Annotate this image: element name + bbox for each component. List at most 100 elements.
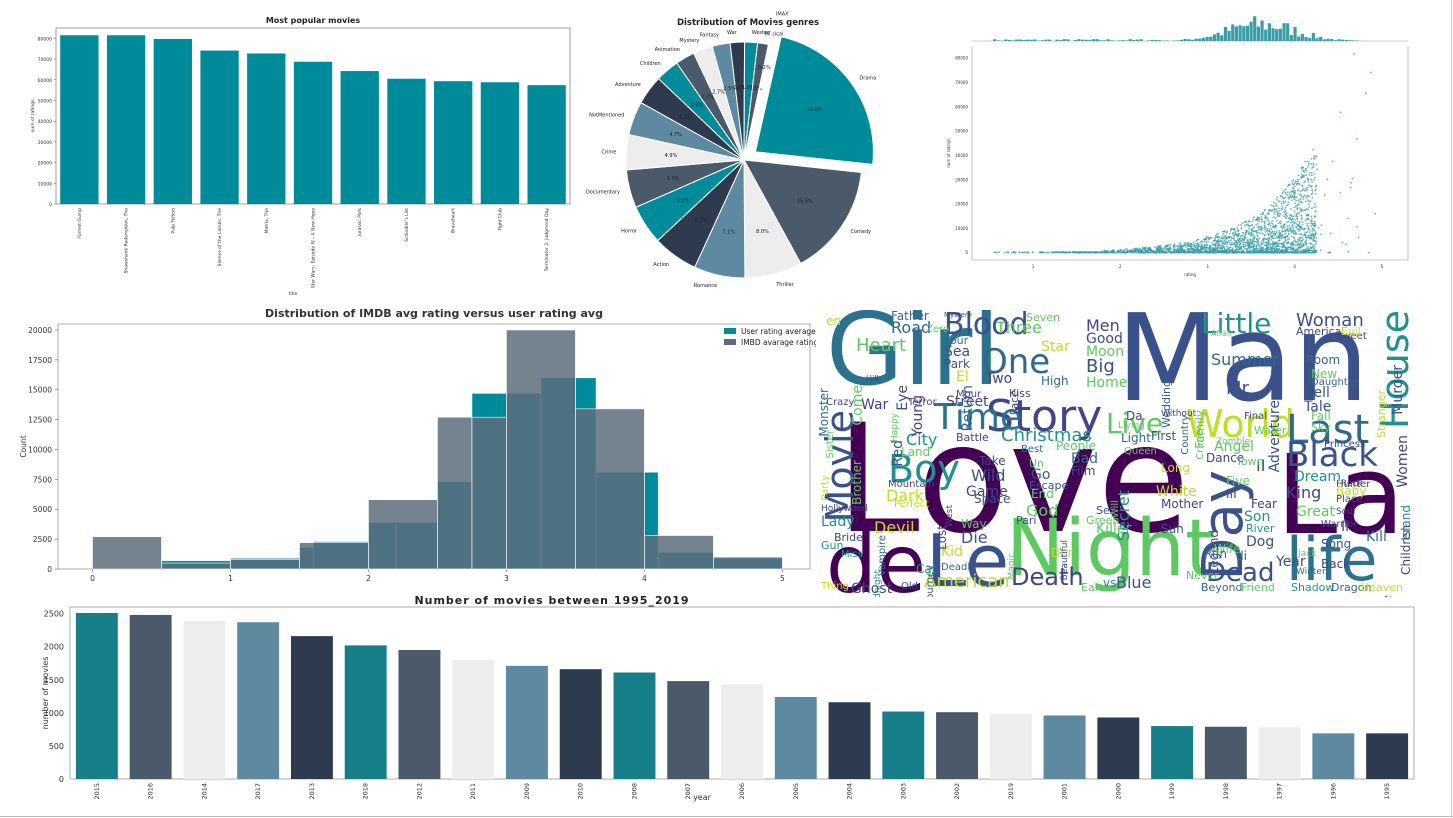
scatter-point bbox=[1300, 190, 1302, 193]
word-road: Road bbox=[891, 318, 932, 337]
scatter-point bbox=[1236, 248, 1239, 251]
x-tick-label: 2008 bbox=[630, 783, 638, 800]
scatter-point bbox=[1181, 247, 1184, 250]
scatter-point bbox=[1286, 229, 1289, 232]
scatter-point bbox=[1222, 235, 1225, 238]
scatter-point bbox=[1285, 241, 1288, 244]
scatter-point bbox=[1281, 230, 1284, 233]
scatter-point bbox=[1156, 249, 1159, 252]
scatter-point bbox=[1303, 227, 1306, 230]
scatter-point bbox=[1269, 209, 1272, 211]
word-heart: Heart bbox=[856, 335, 907, 356]
word-party: Party bbox=[820, 475, 831, 501]
scatter-point bbox=[1232, 228, 1234, 230]
scatter-point bbox=[1295, 240, 1298, 243]
scatter-point bbox=[1099, 251, 1102, 254]
word-final: Final bbox=[1244, 411, 1268, 422]
slice-label: Thriller bbox=[775, 282, 795, 288]
marginal-bar bbox=[1256, 26, 1260, 41]
scatter-point bbox=[1173, 248, 1176, 251]
scatter-point bbox=[1250, 231, 1253, 234]
marginal-bar bbox=[1172, 40, 1176, 41]
scatter-point bbox=[1302, 170, 1305, 172]
slice-label: IMAX bbox=[776, 11, 789, 17]
scatter-point bbox=[1276, 196, 1279, 199]
scatter-point bbox=[1161, 250, 1163, 253]
scatter-point bbox=[1282, 236, 1285, 239]
scatter-point bbox=[1252, 239, 1255, 242]
scatter-point bbox=[1257, 247, 1260, 250]
scatter-point bbox=[1304, 234, 1307, 236]
scatter-point bbox=[1304, 241, 1307, 243]
scatter-point bbox=[1286, 227, 1289, 230]
word-perfect: Perfect bbox=[894, 499, 930, 510]
scatter-point bbox=[1057, 251, 1059, 254]
word-happy: Happy bbox=[890, 413, 900, 443]
marginal-bar bbox=[1249, 21, 1253, 41]
marginal-bar bbox=[1337, 39, 1341, 41]
word-old: Old bbox=[901, 581, 918, 592]
scatter-point bbox=[1301, 236, 1304, 239]
marginal-bar bbox=[1102, 40, 1107, 41]
scatter-point bbox=[1303, 189, 1306, 192]
scatter-point bbox=[1304, 169, 1307, 171]
marginal-bar bbox=[1227, 31, 1231, 41]
scatter-point bbox=[1309, 242, 1312, 245]
scatter-point bbox=[1276, 251, 1278, 254]
scatter-point bbox=[1314, 232, 1317, 234]
year-bar-12 bbox=[721, 684, 763, 779]
word-long: Long bbox=[1161, 461, 1191, 475]
scatter-point bbox=[1238, 241, 1241, 244]
word-dream: Dream bbox=[1294, 469, 1342, 485]
marginal-bar bbox=[1238, 25, 1242, 41]
scatter-point bbox=[1353, 52, 1356, 55]
scatter-point bbox=[1301, 221, 1304, 223]
scatter-point bbox=[1156, 245, 1159, 248]
scatter-point bbox=[1230, 228, 1233, 231]
scatter-point bbox=[1264, 251, 1267, 254]
word-four: Four bbox=[944, 334, 969, 347]
scatter-point bbox=[1256, 222, 1259, 225]
scatter-point bbox=[1203, 238, 1205, 241]
y-tick-label: 40000 bbox=[38, 119, 52, 125]
scatter-point bbox=[1224, 235, 1227, 237]
scatter-point bbox=[1264, 230, 1267, 233]
scatter-point bbox=[1282, 201, 1285, 204]
scatter-point bbox=[1265, 251, 1268, 254]
scatter-point bbox=[1284, 231, 1287, 233]
x-axis-label: year bbox=[693, 793, 712, 802]
scatter-point bbox=[1258, 244, 1261, 247]
scatter-point bbox=[1281, 250, 1283, 252]
scatter-point bbox=[1286, 185, 1289, 188]
scatter-point bbox=[1125, 251, 1128, 253]
scatter-point bbox=[1253, 216, 1255, 219]
y-tick-label: 0 bbox=[47, 565, 52, 574]
scatter-point bbox=[1313, 178, 1315, 181]
word-de: de bbox=[826, 518, 926, 598]
scatter-point bbox=[1306, 224, 1309, 227]
scatter-point bbox=[1242, 241, 1245, 244]
word-zero: Zero bbox=[926, 324, 950, 335]
scatter-point bbox=[1054, 251, 1056, 253]
scatter-point bbox=[1260, 227, 1263, 230]
marginal-bar bbox=[1344, 39, 1348, 41]
marginal-bar bbox=[1044, 39, 1048, 41]
x-tick-label: 1 bbox=[228, 574, 233, 583]
scatter-point bbox=[1301, 217, 1303, 220]
y-tick-label: 50000 bbox=[38, 98, 52, 104]
scatter-point bbox=[1082, 251, 1085, 254]
pct-label: 1.8% bbox=[742, 85, 755, 91]
scatter-point bbox=[1287, 201, 1290, 204]
scatter-point bbox=[1233, 229, 1236, 231]
scatter-point bbox=[1262, 242, 1265, 244]
scatter-point bbox=[1232, 243, 1235, 246]
scatter-point bbox=[1282, 243, 1285, 245]
scatter-point bbox=[1255, 247, 1258, 250]
scatter-point bbox=[1213, 236, 1216, 239]
scatter-point bbox=[1308, 248, 1311, 251]
scatter-point bbox=[1261, 227, 1264, 230]
year-bar-13 bbox=[774, 696, 817, 779]
scatter-point bbox=[1329, 232, 1332, 235]
scatter-point bbox=[1265, 244, 1267, 247]
scatter-point bbox=[1225, 250, 1228, 252]
